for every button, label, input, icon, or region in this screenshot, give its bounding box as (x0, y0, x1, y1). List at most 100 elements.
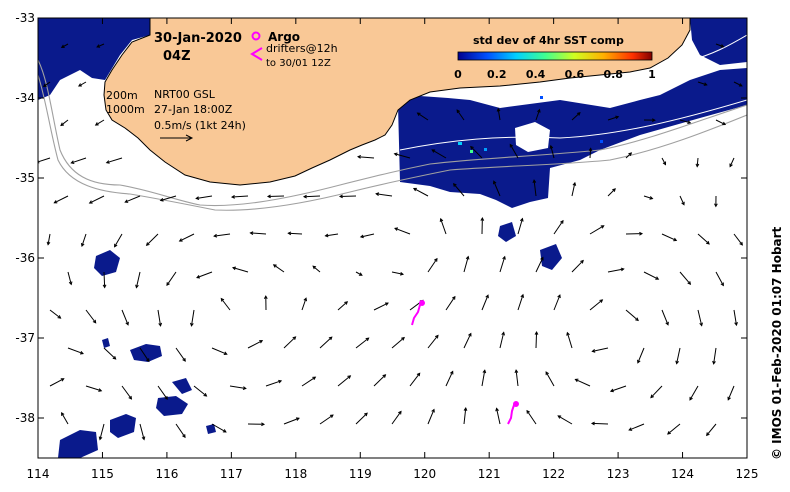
current-vector (679, 271, 692, 285)
x-tick-label: 118 (284, 467, 307, 481)
current-vector (643, 195, 654, 200)
current-vector (114, 233, 123, 248)
current-vector (312, 265, 321, 273)
current-vector (675, 347, 681, 365)
plot-frame (37, 17, 748, 459)
current-vector (625, 152, 633, 159)
current-vector (373, 374, 387, 387)
current-vector (571, 259, 584, 273)
current-vector (49, 378, 65, 387)
current-vector (661, 157, 667, 166)
current-vector (637, 347, 645, 364)
sst-patch-nw (38, 18, 150, 100)
current-vector (456, 109, 465, 121)
scale-label: 0.5m/s (1kt 24h) (154, 119, 246, 132)
current-vector (175, 347, 186, 362)
x-tick-label: 120 (413, 467, 436, 481)
current-vector (697, 233, 710, 245)
current-vector (589, 299, 604, 311)
current-vector (517, 293, 525, 311)
current-vector (607, 188, 616, 197)
sst-patch-1157 (172, 378, 192, 394)
current-vector (373, 302, 389, 311)
current-vector (667, 423, 681, 435)
current-vector (375, 192, 393, 197)
current-vector (445, 295, 456, 311)
current-vector (714, 195, 718, 208)
current-vector (319, 336, 333, 349)
x-tick-label: 119 (349, 467, 372, 481)
current-vector (247, 422, 266, 427)
current-vector (557, 415, 573, 425)
current-vector (526, 409, 537, 425)
current-vector (94, 119, 105, 126)
argo-drifter-tracks (411, 300, 519, 425)
current-vector (139, 423, 146, 441)
current-vector (574, 378, 591, 387)
sst-patch-east-coast (398, 68, 747, 208)
current-vector (452, 182, 465, 197)
current-vector (121, 309, 129, 326)
current-vector (391, 271, 405, 276)
current-vector (60, 119, 69, 127)
current-vector (697, 309, 703, 327)
y-tick-label: -38 (15, 411, 35, 425)
current-vector (463, 407, 468, 425)
current-vector (697, 81, 708, 86)
current-vector (121, 385, 133, 400)
isobaths (38, 59, 747, 211)
current-vector (301, 297, 308, 311)
current-vector (157, 385, 168, 400)
current-vector (301, 376, 317, 387)
y-tick-label: -37 (15, 331, 35, 345)
current-vector (445, 370, 454, 387)
current-vector (588, 147, 593, 159)
isobath-1000-label: 1000m (106, 103, 145, 116)
current-vector (263, 295, 268, 311)
current-vector (553, 294, 561, 311)
current-vector (591, 347, 609, 353)
current-vector (409, 372, 421, 387)
current-vector (60, 43, 69, 48)
sst-patch-1142 (58, 430, 98, 458)
current-vector (211, 347, 228, 355)
current-vector (338, 194, 357, 199)
current-vector (689, 385, 699, 401)
current-vector (499, 255, 506, 273)
current-vector (480, 216, 485, 235)
current-vector (499, 331, 505, 349)
x-tick-label: 122 (542, 467, 565, 481)
current-vector (193, 385, 208, 397)
x-tick-label: 123 (607, 467, 630, 481)
current-vector (553, 219, 564, 235)
current-vector (355, 337, 370, 349)
current-vector (175, 423, 186, 439)
current-vector (283, 336, 297, 349)
current-vector (481, 369, 487, 387)
current-vector (67, 347, 84, 355)
current-vector (431, 149, 447, 159)
colorbar-tick-label: 0.2 (487, 68, 507, 81)
current-vector (463, 255, 470, 273)
current-vector (412, 187, 429, 197)
colorbar-tick-label: 1 (648, 68, 656, 81)
argo-legend-label: Argo (268, 30, 300, 44)
colorbar-tick-label: 0.4 (526, 68, 546, 81)
sst-patch-121 (498, 222, 516, 242)
current-vector (359, 233, 375, 239)
sst-patch-115 (94, 250, 120, 276)
current-vector (643, 118, 656, 123)
current-vector (196, 271, 213, 279)
current-vector (712, 347, 717, 365)
product-time-label: 27-Jan 18:00Z (154, 103, 233, 116)
sst-patch-ne (690, 18, 747, 65)
current-vector (650, 385, 663, 399)
current-vector (609, 385, 627, 393)
product-label: NRT00 GSL (154, 88, 216, 101)
sst-patch-1158 (156, 396, 188, 416)
current-vector (679, 195, 685, 206)
y-tick-label: -33 (15, 11, 35, 25)
current-vector (249, 231, 267, 235)
current-vector (715, 43, 725, 48)
y-tick-label: -35 (15, 171, 35, 185)
